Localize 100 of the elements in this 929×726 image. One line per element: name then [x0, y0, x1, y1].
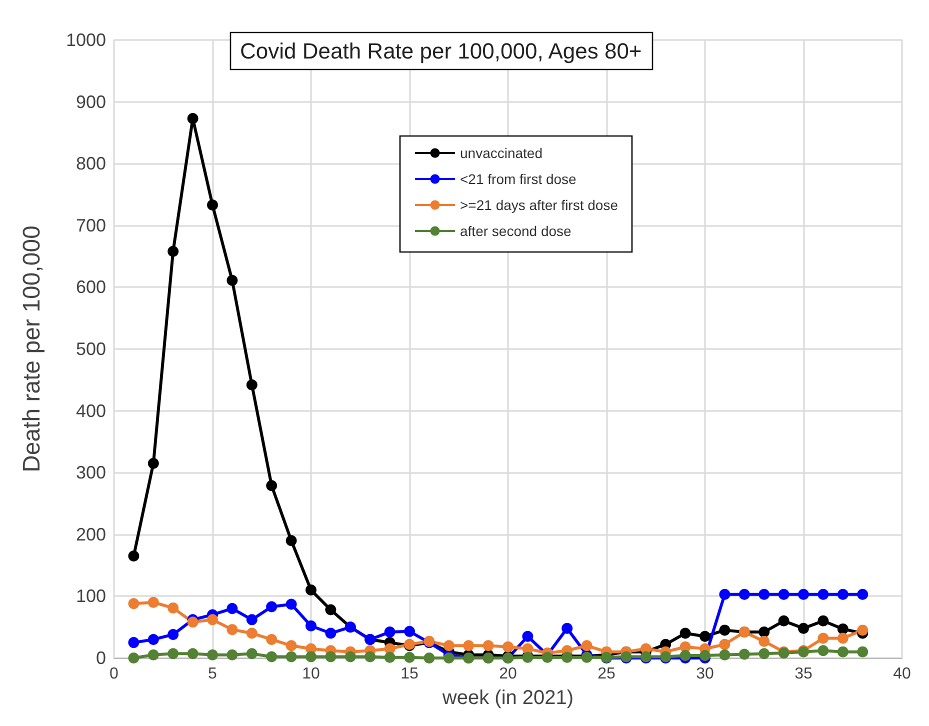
point — [680, 628, 691, 639]
point — [818, 645, 829, 656]
legend-label: >=21 days after first dose — [460, 197, 618, 213]
point — [148, 649, 159, 660]
point — [719, 638, 730, 650]
point — [168, 629, 179, 640]
point — [148, 596, 159, 608]
legend-label: unvaccinated — [460, 145, 543, 161]
point — [344, 651, 356, 662]
x-tick-label: 40 — [893, 666, 911, 682]
point — [443, 652, 454, 664]
point — [226, 624, 238, 636]
point — [226, 274, 238, 286]
point — [246, 628, 258, 639]
point — [818, 588, 829, 600]
x-tick-label: 30 — [696, 666, 714, 682]
x-tick-label: 25 — [598, 666, 616, 682]
point — [837, 623, 848, 634]
point — [798, 622, 809, 634]
point — [719, 624, 730, 636]
x-tick-label: 15 — [400, 666, 418, 682]
point — [128, 598, 140, 610]
y-tick-label: 300 — [76, 462, 106, 483]
y-tick-label: 100 — [76, 586, 106, 606]
point — [404, 626, 415, 637]
point — [306, 651, 316, 662]
point — [404, 652, 415, 663]
point — [758, 636, 770, 647]
x-tick-label: 10 — [302, 666, 320, 682]
point — [758, 648, 770, 660]
chart-title: Covid Death Rate per 100,000, Ages 80+ — [240, 38, 642, 64]
point — [700, 630, 710, 642]
point — [266, 601, 278, 612]
point — [306, 584, 316, 596]
point — [798, 588, 809, 600]
point — [325, 604, 336, 616]
y-tick-label: 700 — [76, 215, 106, 236]
point — [758, 588, 770, 600]
legend-label: <21 from first dose — [460, 171, 577, 187]
point — [502, 641, 514, 652]
point — [207, 200, 218, 211]
point — [286, 651, 297, 662]
point — [226, 603, 238, 614]
point — [837, 632, 848, 644]
point — [758, 626, 770, 638]
y-tick-label: 800 — [76, 154, 106, 174]
y-tick-label: 400 — [76, 400, 106, 421]
point — [226, 649, 238, 660]
y-tick-label: 600 — [76, 277, 106, 298]
point — [857, 646, 868, 658]
point — [207, 614, 218, 626]
point — [680, 650, 691, 662]
point — [443, 640, 454, 652]
y-axis-title: Death rate per 100,000 — [18, 226, 46, 472]
point — [207, 649, 218, 660]
y-tick-label: 0 — [96, 648, 106, 668]
y-tick-label: 900 — [76, 92, 106, 112]
point — [778, 615, 790, 626]
point — [738, 648, 750, 660]
point — [266, 480, 278, 492]
point — [818, 615, 829, 626]
point — [168, 246, 179, 257]
point — [246, 379, 258, 390]
point — [148, 634, 159, 645]
point — [246, 648, 258, 660]
point — [266, 651, 278, 662]
point — [719, 649, 730, 660]
point — [857, 588, 868, 600]
point — [246, 614, 258, 626]
point — [187, 616, 198, 628]
point — [719, 588, 730, 600]
point — [128, 550, 140, 562]
point — [148, 458, 159, 469]
point — [128, 637, 140, 648]
point — [187, 112, 198, 124]
point — [562, 622, 573, 634]
point — [522, 630, 534, 642]
point — [857, 624, 868, 636]
x-tick-label: 0 — [110, 666, 119, 682]
point — [306, 620, 316, 632]
x-tick-label: 20 — [499, 666, 517, 682]
point — [384, 626, 396, 638]
y-tick-label: 200 — [76, 524, 106, 544]
point — [837, 588, 848, 600]
y-tick-label: 500 — [76, 339, 106, 359]
point — [581, 640, 592, 652]
x-tick-label: 35 — [794, 666, 812, 682]
point — [168, 602, 179, 614]
point — [286, 640, 297, 652]
legend-label: after second dose — [460, 223, 572, 239]
point — [168, 648, 179, 660]
point — [700, 650, 710, 662]
point — [738, 588, 750, 600]
point — [424, 652, 435, 664]
point — [482, 640, 494, 652]
point — [325, 651, 336, 662]
point — [364, 651, 376, 662]
point — [286, 535, 297, 546]
point — [266, 634, 278, 645]
point — [778, 588, 790, 600]
